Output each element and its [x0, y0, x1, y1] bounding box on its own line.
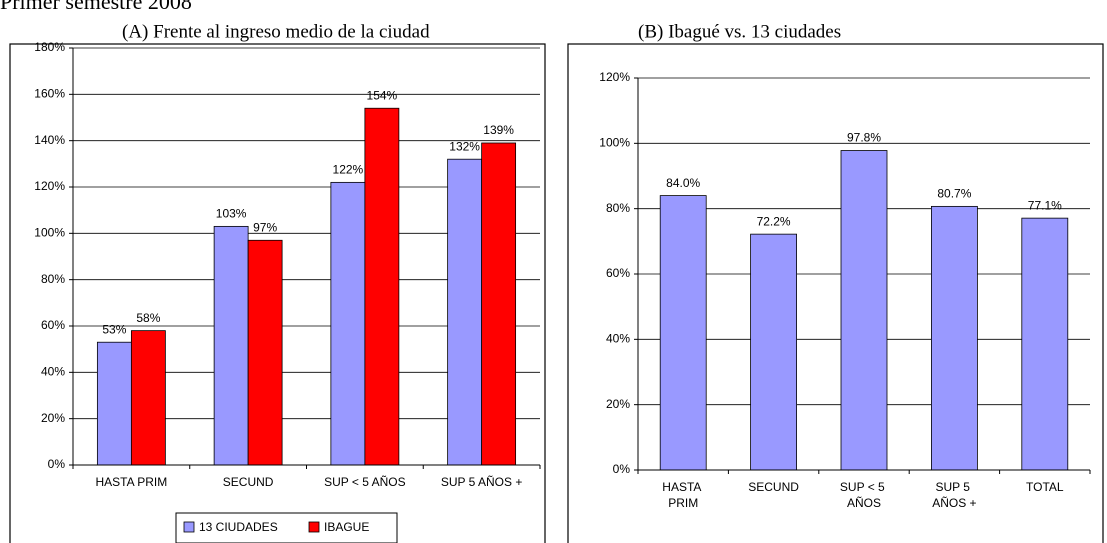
- bar: [481, 142, 517, 466]
- bar: [213, 225, 249, 466]
- legend-swatch: [308, 521, 320, 533]
- bar: [364, 107, 400, 466]
- y-tick-label: 160%: [34, 87, 65, 101]
- y-tick-label: 180%: [34, 40, 65, 54]
- x-tick-label-line: SUP < 5: [840, 480, 888, 494]
- bar: [330, 181, 366, 466]
- value-label: 132%: [449, 139, 480, 153]
- value-label: 103%: [216, 207, 247, 221]
- value-label: 97%: [253, 220, 277, 234]
- bar: [447, 158, 483, 466]
- bar: [96, 341, 132, 466]
- x-tick-label: HASTA PRIM: [662, 480, 704, 510]
- chart-frame: [567, 43, 1104, 543]
- y-tick-label: 40%: [606, 332, 630, 346]
- bar: [750, 233, 797, 471]
- value-label: 77.1%: [1028, 198, 1062, 212]
- value-label: 97.8%: [847, 131, 881, 145]
- bar: [130, 330, 166, 466]
- y-tick-label: 120%: [599, 70, 630, 84]
- bar: [1021, 217, 1069, 471]
- y-tick-label: 80%: [41, 272, 65, 286]
- y-tick-label: 60%: [606, 266, 630, 280]
- y-tick-label: 80%: [606, 201, 630, 215]
- x-tick-label-line: SUP 5: [935, 480, 973, 494]
- value-label: 139%: [483, 123, 514, 137]
- y-tick-label: 140%: [34, 133, 65, 147]
- x-tick-label: SUP 5 AÑOS +: [932, 480, 976, 510]
- x-tick-label: SUP < 5 AÑOS: [840, 480, 888, 510]
- bar: [931, 205, 978, 471]
- bar: [247, 239, 283, 466]
- page-heading: Primer semestre 2008: [0, 0, 192, 14]
- y-tick-label: 20%: [41, 411, 65, 425]
- chart-title: (B) Ibagué vs. 13 ciudades: [638, 21, 841, 42]
- x-tick-label-line: HASTA: [662, 480, 704, 494]
- bar: [840, 150, 888, 471]
- y-tick-label: 0%: [48, 457, 66, 471]
- value-label: 72.2%: [757, 214, 791, 228]
- y-tick-label: 60%: [41, 318, 65, 332]
- y-tick-label: 100%: [599, 136, 630, 150]
- x-tick-label: SECUND: [223, 475, 274, 489]
- chart-title: (A) Frente al ingreso medio de la ciudad: [122, 21, 430, 42]
- value-label: 58%: [136, 311, 160, 325]
- x-tick-label-line: AÑOS: [847, 496, 881, 510]
- x-tick-label: SECUND: [748, 480, 799, 494]
- legend-swatch: [183, 521, 195, 533]
- x-tick-label: TOTAL: [1026, 480, 1064, 494]
- x-tick-label: SUP 5 AÑOS +: [441, 475, 523, 489]
- value-label: 80.7%: [937, 187, 971, 201]
- value-label: 154%: [367, 88, 398, 102]
- value-label: 53%: [102, 322, 126, 336]
- value-label: 122%: [333, 163, 364, 177]
- y-tick-label: 40%: [41, 365, 65, 379]
- chart-frame: [9, 43, 546, 543]
- y-tick-label: 20%: [606, 397, 630, 411]
- y-tick-label: 0%: [613, 462, 631, 476]
- legend-label: IBAGUE: [324, 520, 369, 534]
- bar: [659, 195, 707, 471]
- x-tick-label-line: PRIM: [668, 496, 698, 510]
- legend-frame: [175, 512, 398, 543]
- legend-label: 13 CIUDADES: [199, 520, 278, 534]
- x-tick-label: HASTA PRIM: [95, 475, 167, 489]
- x-tick-label: SUP < 5 AÑOS: [324, 475, 406, 489]
- x-tick-label-line: AÑOS +: [932, 496, 976, 510]
- value-label: 84.0%: [666, 176, 700, 190]
- y-tick-label: 100%: [34, 226, 65, 240]
- y-tick-label: 120%: [34, 179, 65, 193]
